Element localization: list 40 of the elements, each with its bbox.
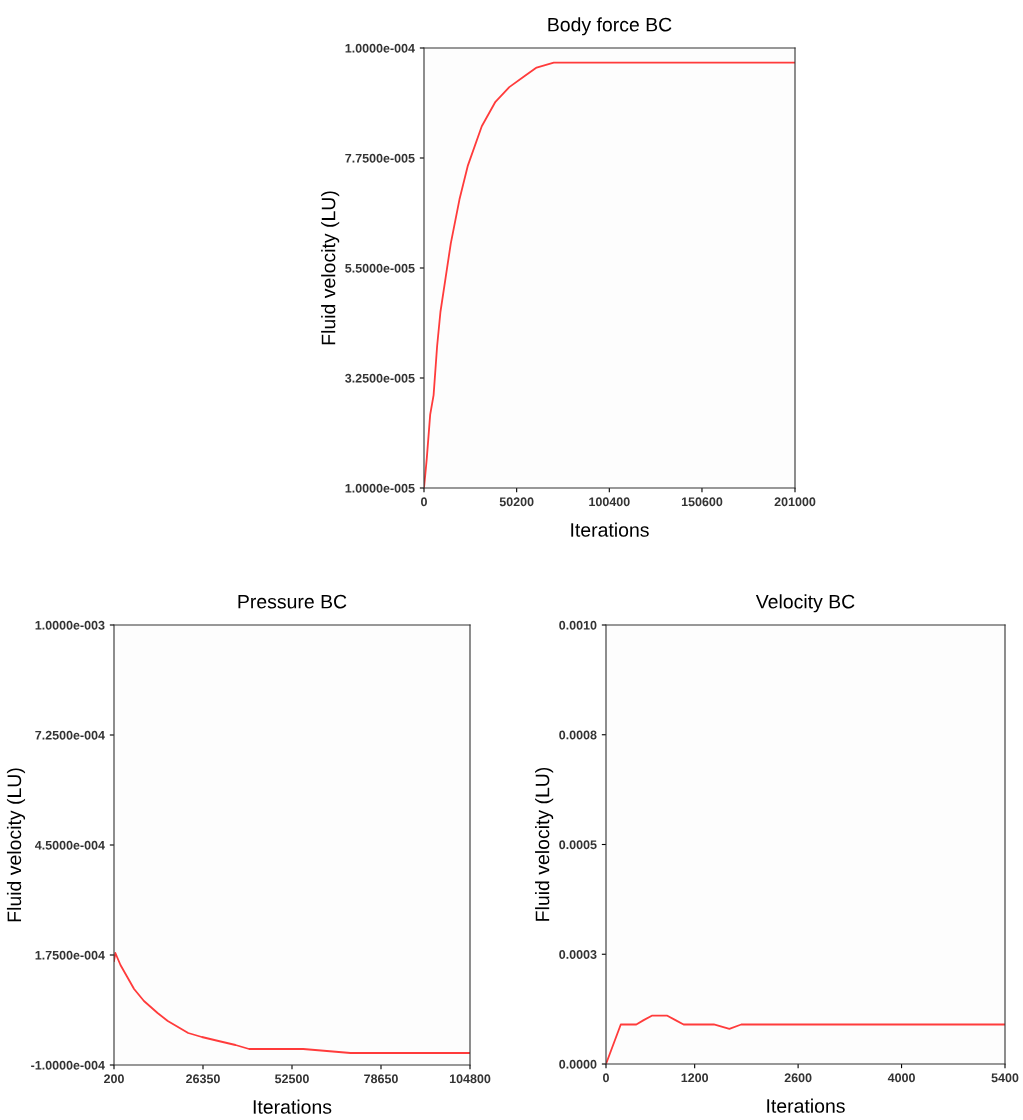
x-tick-label: 0 xyxy=(421,497,427,507)
y-axis-title: Fluid velocity (LU) xyxy=(6,768,26,922)
y-tick-label: 0.0003 xyxy=(559,950,597,959)
line-series xyxy=(114,952,470,1054)
x-tick-label: 201000 xyxy=(774,497,816,507)
y-tick-label: 1.0000e-003 xyxy=(35,620,105,630)
x-tick-label: 2600 xyxy=(784,1073,812,1083)
y-tick-label: -1.0000e-004 xyxy=(31,1060,105,1070)
y-tick-label: 1.7500e-004 xyxy=(35,950,105,960)
x-tick-label: 50200 xyxy=(499,497,534,507)
x-tick-label: 1200 xyxy=(681,1073,709,1083)
x-tick-label: 100400 xyxy=(589,497,630,507)
y-tick-label: 5.5000e-005 xyxy=(345,263,415,273)
chart-title: Pressure BC xyxy=(238,594,347,609)
y-axis-title: Fluid velocity (LU) xyxy=(321,191,340,345)
x-axis-title: Iterations xyxy=(571,522,649,537)
x-axis-title: Iterations xyxy=(253,1099,332,1114)
x-tick-label: 150600 xyxy=(681,497,723,507)
y-tick-label: 1.0000e-004 xyxy=(345,43,415,53)
y-tick-label: 1.0000e-005 xyxy=(345,483,415,493)
chart-title: Body force BC xyxy=(548,17,672,36)
y-tick-label: 4.5000e-004 xyxy=(34,840,105,850)
x-tick-label: 104800 xyxy=(449,1074,491,1084)
x-tick-label: 200 xyxy=(104,1074,124,1084)
x-tick-label: 52500 xyxy=(275,1074,309,1084)
y-tick-label: 0.0005 xyxy=(559,840,597,850)
x-tick-label: 0 xyxy=(603,1073,609,1083)
y-tick-label: 7.7500e-005 xyxy=(345,153,415,163)
chart-title: Velocity BC xyxy=(755,594,855,613)
x-axis-title: Iterations xyxy=(767,1098,845,1113)
y-tick-label: 7.2500e-004 xyxy=(35,730,105,740)
x-tick-label: 4000 xyxy=(887,1073,915,1083)
y-tick-label: 3.2500e-005 xyxy=(345,373,415,383)
x-tick-label: 78650 xyxy=(364,1074,398,1084)
y-tick-label: 0.0008 xyxy=(559,730,597,740)
y-tick-label: 0.0000 xyxy=(559,1059,597,1069)
x-tick-label: 5400 xyxy=(991,1073,1019,1083)
y-tick-label: 0.0010 xyxy=(559,620,597,630)
y-axis-title: Fluid velocity (LU) xyxy=(535,767,554,921)
x-tick-label: 26350 xyxy=(186,1074,220,1084)
